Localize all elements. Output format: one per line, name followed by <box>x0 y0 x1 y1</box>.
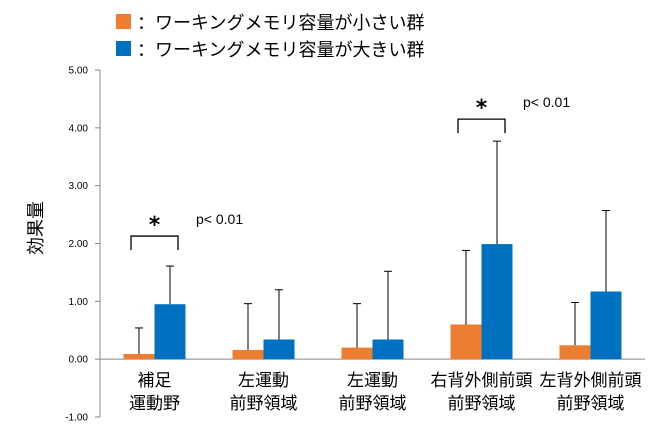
significance-bracket <box>457 118 506 134</box>
p-value-label: p< 0.01 <box>196 211 243 227</box>
y-tick-label: 0.00 <box>69 355 89 366</box>
x-category-label: 左背外側前頭 <box>540 371 642 391</box>
x-category-label: 運動野 <box>129 394 180 414</box>
bar-large <box>590 291 622 360</box>
legend-item-large: ： ワーキングメモリ容量が大きい群 <box>116 35 424 62</box>
bar-large <box>481 244 513 360</box>
legend: ： ワーキングメモリ容量が小さい群 ： ワーキングメモリ容量が大きい群 <box>116 8 424 62</box>
legend-label-large: ワーキングメモリ容量が大きい群 <box>155 39 425 61</box>
significance-star: * <box>476 96 488 121</box>
y-tick-label: 3.00 <box>69 181 89 192</box>
bar-small <box>450 324 482 360</box>
bar-small <box>123 353 155 360</box>
x-category-label: 左運動 <box>238 371 289 391</box>
x-category-label: 右背外側前頭 <box>431 371 533 391</box>
y-tick-label: -1.00 <box>65 413 88 424</box>
x-category-label: 前野領域 <box>339 394 407 414</box>
bar-large <box>263 339 295 360</box>
x-category-label: 前野領域 <box>557 394 625 414</box>
legend-swatch-large <box>116 41 131 56</box>
p-value-label: p< 0.01 <box>523 94 570 110</box>
y-tick-label: 1.00 <box>69 297 89 308</box>
bar-small <box>341 347 373 360</box>
legend-marker: ： <box>137 12 155 34</box>
significance-bracket <box>130 235 179 251</box>
x-category-label: 前野領域 <box>448 394 516 414</box>
legend-marker: ： <box>137 39 155 61</box>
legend-label-small: ワーキングメモリ容量が小さい群 <box>155 12 425 34</box>
significance-star: * <box>149 213 161 238</box>
legend-swatch-small <box>116 14 131 29</box>
y-tick-label: 5.00 <box>69 66 89 77</box>
legend-item-small: ： ワーキングメモリ容量が小さい群 <box>116 8 424 35</box>
x-category-label: 補足 <box>138 371 172 391</box>
x-category-label: 左運動 <box>347 371 398 391</box>
bar-large <box>372 339 404 360</box>
bar-large <box>154 304 186 360</box>
bar-small <box>232 349 264 360</box>
x-category-label: 前野領域 <box>230 394 298 414</box>
y-tick-label: 2.00 <box>69 239 89 250</box>
y-tick-label: 4.00 <box>69 123 89 134</box>
bar-small <box>559 345 591 360</box>
